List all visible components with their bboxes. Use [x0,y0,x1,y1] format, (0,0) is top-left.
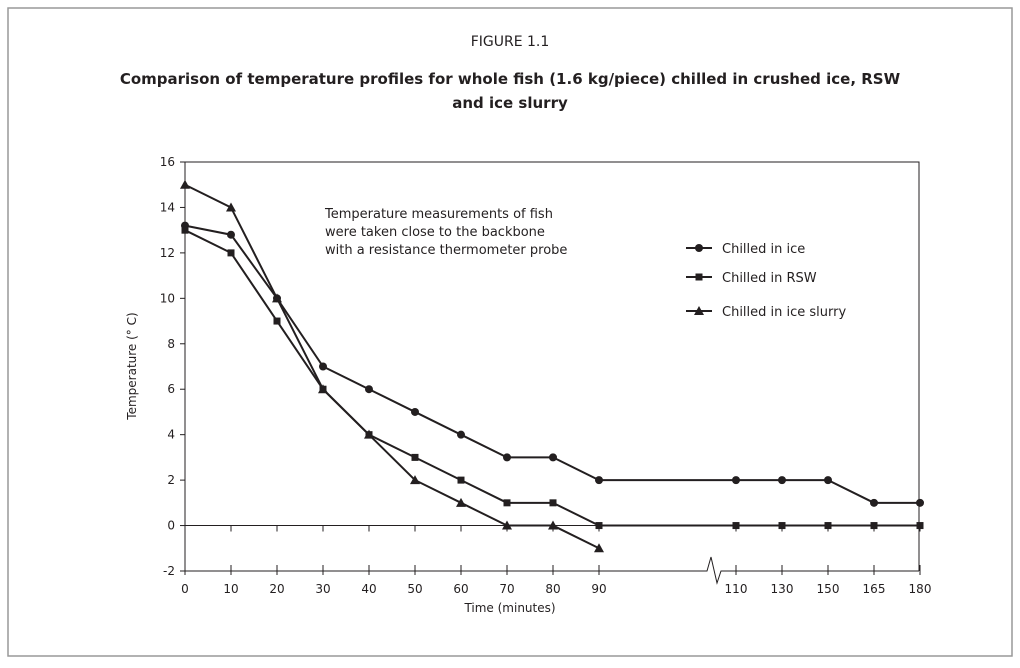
point [549,499,557,507]
x-tick-label: 90 [591,582,606,596]
point [180,179,190,189]
legend-marker [695,273,703,281]
y-tick-label: 12 [160,246,175,260]
figure-label: FIGURE 1.1 [471,34,550,50]
point [778,522,786,530]
plot-frame [184,161,920,571]
point [365,385,373,394]
point [411,453,419,461]
legend-marker [695,244,703,252]
point [503,453,511,462]
y-tick-label: 6 [167,382,175,396]
point [824,476,832,485]
point [457,430,465,439]
x-tick-label: 165 [863,582,886,596]
point [870,522,878,530]
point [503,499,511,507]
x-tick-label: 60 [453,582,468,596]
point [181,226,189,234]
point [226,202,236,212]
point [778,476,786,485]
point [732,476,740,485]
point [548,520,558,530]
legend-marker [694,306,704,315]
y-tick-label: 8 [167,337,175,351]
point [916,498,924,507]
x-tick-label: 180 [909,582,932,596]
point [364,429,374,439]
x-tick-label: 0 [181,582,189,596]
point [227,230,235,239]
y-tick-label: 16 [160,155,175,169]
y-tick-label: 2 [167,473,175,487]
point [824,522,832,530]
point [272,293,282,303]
point [732,522,740,530]
y-tick-label: 14 [160,200,175,214]
y-tick-label: 4 [167,428,175,442]
x-tick-label: 70 [499,582,514,596]
y-tick-label: 10 [160,291,175,305]
legend-label: Chilled in ice slurry [722,305,846,320]
point [549,453,557,462]
y-tick-label: 0 [167,519,175,533]
chart-title: Comparison of temperature profiles for w… [120,70,901,88]
point [411,407,419,416]
point [502,520,512,530]
x-tick-label: 50 [407,582,422,596]
point [410,475,420,485]
x-tick-label: 20 [269,582,284,596]
x-tick-label: 30 [315,582,330,596]
x-axis [185,556,919,585]
x-tick-label: 110 [725,582,748,596]
y-tick-label: -2 [163,564,175,578]
x-tick-label: 130 [771,582,794,596]
point [227,249,235,257]
point [457,476,465,484]
annotation: were taken close to the backbone [325,225,545,240]
y-axis-label: Temperature (° C) [125,312,139,420]
point [456,497,466,507]
annotation: Temperature measurements of fish [324,207,553,222]
annotation: with a resistance thermometer probe [325,243,567,258]
point [870,498,878,507]
point [318,384,328,394]
chart-title-line-2: and ice slurry [452,94,568,112]
x-tick-label: 80 [545,582,560,596]
point [273,317,281,325]
x-axis-label: Time (minutes) [463,601,555,615]
point [916,522,924,530]
x-tick-label: 150 [817,582,840,596]
x-tick-label: 40 [361,582,376,596]
legend-label: Chilled in ice [722,242,805,257]
series-line [184,183,600,550]
point [594,543,604,553]
point [595,476,603,485]
frame [7,7,1013,657]
point [319,362,327,371]
x-tick-label: 10 [223,582,238,596]
point [595,522,603,530]
legend-label: Chilled in RSW [722,271,817,286]
